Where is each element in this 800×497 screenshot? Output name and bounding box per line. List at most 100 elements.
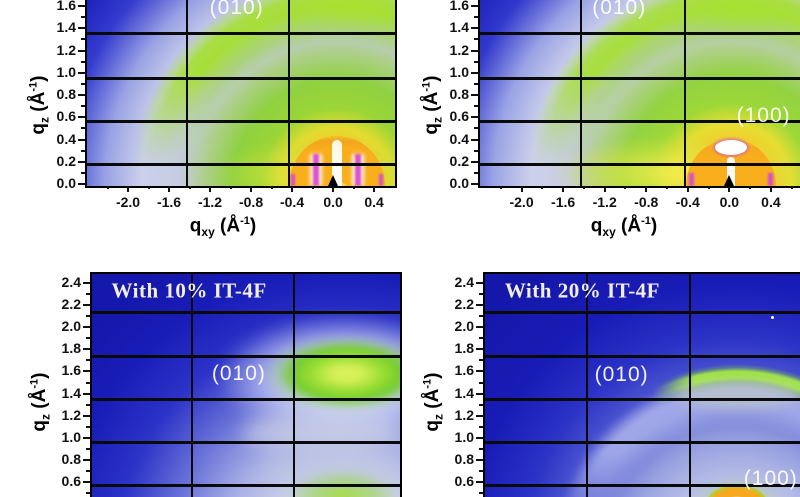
detector-gap-vertical <box>185 0 188 186</box>
y-major-tick <box>471 138 478 141</box>
detector-gap-horizontal <box>480 163 800 167</box>
x-minor-tick <box>229 186 232 189</box>
annotation-010: (010) <box>592 0 647 20</box>
x-tick-label: -0.8 <box>238 194 264 210</box>
y-major-tick <box>471 160 478 163</box>
y-minor-tick <box>81 60 85 63</box>
dome-white-cap <box>715 140 747 155</box>
y-minor-tick <box>81 16 85 19</box>
y-axis-title: qz (Å-1) <box>27 40 53 170</box>
y-tick-label: 0.4 <box>56 130 76 147</box>
y-tick-label: 1.4 <box>61 384 81 401</box>
y-minor-tick <box>474 16 478 19</box>
y-minor-tick <box>474 38 478 41</box>
y-tick-label: 1.0 <box>61 428 81 445</box>
x-major-tick <box>728 186 731 192</box>
dome-magenta-streak <box>313 154 319 186</box>
detector-gap-horizontal <box>480 76 800 80</box>
y-tick-label: 1.8 <box>454 340 474 357</box>
y-tick-label: 0.8 <box>449 86 469 103</box>
x-minor-tick <box>666 186 668 189</box>
y-tick-label: 0.8 <box>56 86 76 103</box>
plot-bottom-right: (010) (100) With 20% IT-4F <box>483 272 800 497</box>
x-tick-label: -1.2 <box>197 194 223 210</box>
x-minor-tick <box>188 186 191 189</box>
beam-center-arrow <box>724 175 735 186</box>
detector-gap-horizontal <box>485 441 800 445</box>
y-minor-tick <box>479 315 483 318</box>
y-minor-tick <box>86 359 90 362</box>
y-major-tick <box>471 49 478 52</box>
x-minor-tick <box>582 186 585 189</box>
x-minor-tick <box>311 186 314 189</box>
y-tick-label: 0.6 <box>56 108 76 125</box>
y-minor-tick <box>479 293 483 296</box>
y-minor-tick <box>86 470 90 472</box>
detector-gap-horizontal <box>485 398 800 402</box>
hot-pixel <box>771 316 774 319</box>
y-tick-label: 2.4 <box>61 273 81 290</box>
x-major-tick <box>168 186 171 192</box>
x-tick-label: 0.0 <box>719 194 740 210</box>
y-tick-label: 1.6 <box>449 0 469 14</box>
x-minor-tick <box>147 186 150 189</box>
x-major-tick <box>520 186 523 192</box>
annotation-100: (100) <box>743 466 798 490</box>
y-minor-tick <box>474 127 478 130</box>
x-major-tick <box>603 186 606 192</box>
y-minor-tick <box>474 60 478 63</box>
y-major-tick <box>471 116 478 119</box>
y-major-tick <box>476 281 483 284</box>
detector-gap-vertical <box>287 0 290 186</box>
y-major-tick <box>476 326 483 329</box>
y-minor-tick <box>479 470 483 472</box>
x-major-tick <box>373 186 376 192</box>
x-major-tick <box>686 186 689 192</box>
y-major-tick <box>78 183 85 185</box>
y-major-tick <box>83 414 90 417</box>
y-major-tick <box>83 458 90 461</box>
y-major-tick <box>476 392 483 395</box>
y-tick-label: 2.4 <box>454 273 474 290</box>
y-minor-tick <box>86 403 90 406</box>
y-major-tick <box>78 116 85 119</box>
y-axis-title-text: qz (Å-1) <box>421 372 447 432</box>
y-tick-label: 0.8 <box>454 450 474 467</box>
y-tick-label: 0.6 <box>61 473 81 490</box>
y-major-tick <box>78 160 85 163</box>
y-major-tick <box>83 370 90 373</box>
dome-magenta-fringe <box>291 174 295 186</box>
y-tick-label: 1.6 <box>56 0 76 14</box>
x-axis-title: qxy (Å-1) <box>590 215 658 240</box>
panel-title: With 20% IT-4F <box>504 278 661 303</box>
y-axis-title-text: qz (Å-1) <box>27 75 53 135</box>
y-tick-label: 2.0 <box>61 318 81 335</box>
dome-magenta-fringe <box>768 173 773 186</box>
y-major-tick <box>476 304 483 307</box>
detector-gap-horizontal <box>485 484 800 488</box>
detector-gap-horizontal <box>485 355 800 359</box>
y-major-tick <box>476 481 483 484</box>
y-tick-label: 1.2 <box>61 406 81 423</box>
y-tick-label: 1.4 <box>449 19 469 36</box>
y-minor-tick <box>479 425 483 428</box>
y-tick-label: 1.0 <box>56 63 76 80</box>
y-tick-label: 0.0 <box>56 175 76 191</box>
y-major-tick <box>476 348 483 351</box>
y-minor-tick <box>479 447 483 450</box>
y-minor-tick <box>474 149 478 152</box>
y-minor-tick <box>474 82 478 85</box>
y-tick-label: 1.2 <box>449 41 469 58</box>
dome-magenta-streak <box>355 154 361 186</box>
y-tick-label: 0.0 <box>449 175 469 191</box>
y-minor-tick <box>81 171 85 174</box>
pale-green-band <box>675 378 800 408</box>
y-tick-label: 2.2 <box>61 296 81 313</box>
y-major-tick <box>83 436 90 439</box>
y-axis-title: qz (Å-1) <box>420 40 446 170</box>
y-major-tick <box>476 458 483 461</box>
x-minor-tick <box>499 186 502 189</box>
y-major-tick <box>83 481 90 484</box>
x-major-tick <box>769 186 772 192</box>
y-minor-tick <box>86 381 90 384</box>
